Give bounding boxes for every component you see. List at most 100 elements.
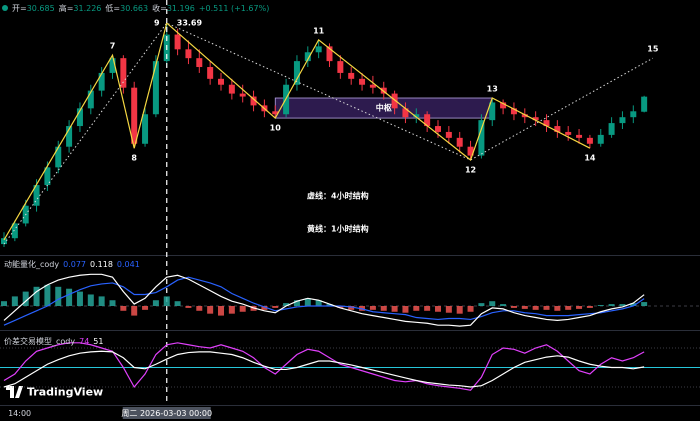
candle-body: [641, 96, 648, 112]
pivot-label: 14: [584, 154, 596, 163]
histogram-bar: [44, 284, 51, 306]
header-icon: [2, 5, 8, 11]
histogram-bar: [543, 306, 550, 310]
candle-body: [304, 52, 311, 62]
histogram-bar: [228, 306, 235, 314]
candle-body: [467, 146, 474, 156]
candle-body: [435, 126, 441, 132]
histogram-bar: [196, 306, 203, 311]
ohlc-header-label: 低=: [105, 3, 120, 13]
candle-body: [66, 126, 73, 147]
histogram-bar: [315, 300, 322, 306]
histogram-bar: [283, 303, 290, 306]
histogram-bar: [163, 296, 170, 306]
histogram-bar: [1, 301, 7, 306]
candle-body: [142, 114, 149, 144]
pivot-label: 13: [487, 85, 498, 94]
pivot-label: 7: [110, 42, 116, 51]
pivot-box-label: 中枢: [376, 103, 392, 113]
histogram-bar: [510, 306, 517, 308]
histogram-bar: [152, 300, 159, 306]
histogram-bar: [348, 306, 355, 310]
candle-body: [348, 72, 355, 79]
candle-body: [120, 58, 127, 88]
ohlc-header-value: 30.663: [120, 4, 148, 13]
histogram-bar: [630, 303, 637, 306]
histogram-bar: [576, 306, 583, 309]
histogram-bar: [565, 306, 572, 310]
pivot-label: 9: [154, 19, 160, 28]
histogram-bar: [489, 301, 496, 306]
candle-body: [402, 108, 409, 118]
histogram-bar: [55, 286, 62, 306]
candle-body: [424, 114, 431, 127]
indicator-legend-value: 74: [79, 337, 89, 346]
pivot-label: 15: [647, 45, 659, 54]
candle-body: [250, 96, 257, 106]
watermark: TradingView: [27, 386, 103, 399]
cursor-label-box: [122, 407, 211, 419]
annotation: 黄线：1小时结构: [307, 224, 369, 234]
annotation: 虚线：4小时结构: [307, 191, 369, 201]
pivot-label: 10: [270, 124, 282, 133]
ohlc-header-value: 31.226: [73, 4, 101, 13]
histogram-bar: [597, 305, 604, 306]
candle-body: [87, 90, 94, 109]
candle-body: [510, 108, 517, 115]
candle-body: [630, 111, 637, 118]
candle-body: [554, 126, 561, 132]
indicator-line: [3, 342, 645, 391]
histogram-bar: [326, 304, 333, 306]
pivot-value-label: 33.69: [177, 19, 203, 28]
candle-body: [521, 114, 528, 118]
histogram-bar: [66, 288, 73, 306]
indicator-title: 价差交易模型_cody: [4, 336, 75, 346]
histogram-bar: [641, 302, 648, 306]
indicator-legend-value: 0.118: [90, 260, 113, 269]
candle-body: [76, 108, 83, 127]
histogram-bar: [239, 306, 246, 312]
candle-body: [608, 123, 615, 135]
pivot-label: 11: [313, 26, 325, 35]
histogram-bar: [478, 303, 485, 306]
candle-body: [293, 61, 300, 85]
candle-body: [228, 84, 235, 94]
candle-body: [33, 185, 40, 206]
ohlc-header-label: 高=: [59, 3, 74, 13]
histogram-bar: [76, 291, 83, 306]
candle-body: [565, 131, 572, 135]
candle-body: [152, 61, 159, 115]
candle-body: [597, 134, 604, 144]
candle-body: [456, 137, 463, 147]
candle-body: [315, 46, 322, 53]
ohlc-header-change: +0.511 (+1.67%): [199, 4, 270, 13]
histogram-bar: [467, 306, 474, 312]
candle-body: [532, 117, 539, 121]
histogram-bar: [456, 306, 463, 314]
indicator-line: [3, 273, 645, 327]
histogram-bar: [293, 300, 300, 306]
histogram-bar: [619, 304, 626, 306]
candle-body: [391, 93, 398, 109]
histogram-bar: [142, 306, 149, 310]
histogram-bar: [272, 306, 279, 308]
indicator-header: 动能量化_cody 0.077 0.118 0.041: [4, 259, 140, 269]
indicator-legend-value: 51: [93, 337, 103, 346]
indicator-line: [3, 350, 645, 388]
candle-body: [337, 61, 344, 73]
candle-body: [55, 146, 62, 168]
candle-body: [239, 93, 246, 97]
histogram-bar: [402, 306, 409, 313]
candle-body: [1, 238, 7, 245]
candle-body: [196, 58, 203, 68]
candle-body: [98, 72, 105, 91]
candle-body: [218, 78, 224, 85]
histogram-bar: [207, 306, 214, 314]
candle-body: [576, 134, 583, 138]
candle-body: [185, 49, 192, 59]
histogram-bar: [608, 304, 615, 306]
x-tick-label: 14:00: [8, 409, 31, 418]
histogram-bar: [500, 304, 507, 306]
ohlc-header-value: 30.685: [27, 4, 55, 13]
